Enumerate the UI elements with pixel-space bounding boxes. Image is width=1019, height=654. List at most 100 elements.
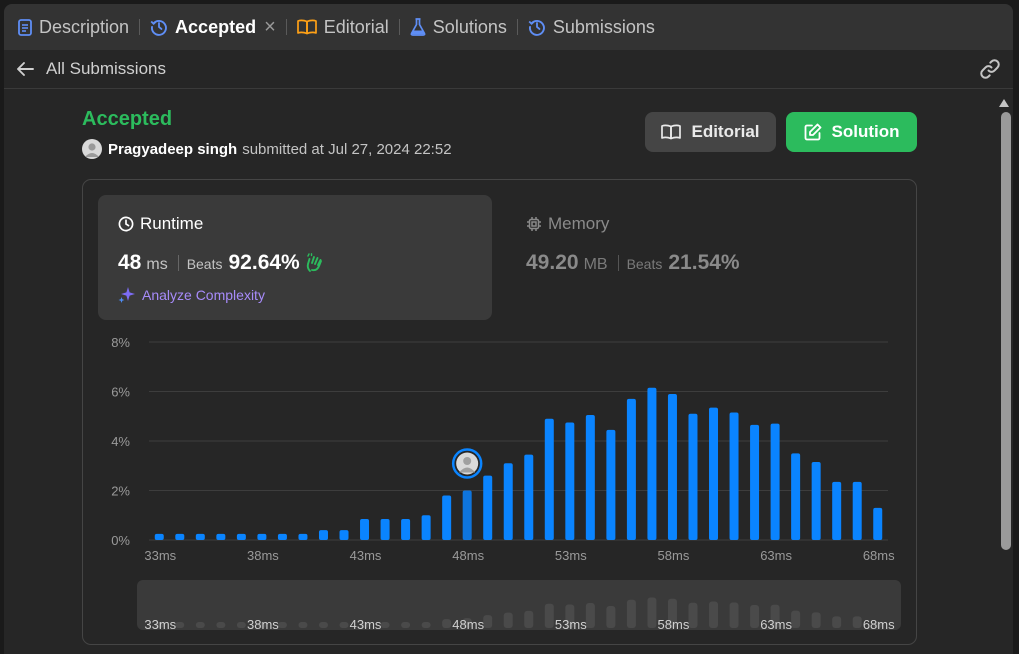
solution-button-label: Solution xyxy=(831,122,900,141)
overview-bar xyxy=(565,604,575,628)
bar xyxy=(811,462,821,540)
overview-bar xyxy=(873,621,883,628)
clap-icon xyxy=(305,253,325,273)
bar xyxy=(750,424,760,540)
scrollbar-thumb[interactable] xyxy=(1001,112,1011,550)
overview-bar xyxy=(750,604,760,628)
close-icon[interactable]: × xyxy=(264,15,276,38)
solution-button[interactable]: Solution xyxy=(786,112,917,152)
bar xyxy=(832,481,842,540)
overview-bar xyxy=(360,622,370,628)
sparkle-icon xyxy=(118,286,136,304)
runtime-title-label: Runtime xyxy=(140,214,204,233)
overview-tick-label: 58ms xyxy=(658,617,690,632)
overview-tick-label: 48ms xyxy=(452,617,484,632)
history-icon xyxy=(150,18,168,36)
bar xyxy=(873,507,883,540)
bar xyxy=(483,475,493,540)
bar xyxy=(626,398,636,540)
bar xyxy=(852,481,862,540)
bar xyxy=(277,533,287,540)
overview-tick-label: 68ms xyxy=(863,617,895,632)
x-tick-label: 63ms xyxy=(760,548,792,563)
x-tick-label: 53ms xyxy=(555,548,587,563)
editorial-button[interactable]: Editorial xyxy=(645,112,776,152)
bar xyxy=(380,518,390,540)
bar xyxy=(339,530,349,540)
x-tick-label: 68ms xyxy=(863,548,895,563)
runtime-beats-label: Beats xyxy=(186,256,223,272)
all-submissions-link[interactable]: All Submissions xyxy=(46,59,166,78)
bar xyxy=(667,393,677,540)
memory-title[interactable]: Memory xyxy=(526,214,609,234)
overview-bar xyxy=(195,622,205,628)
tab-label: Editorial xyxy=(323,16,389,37)
back-arrow-icon[interactable] xyxy=(16,61,34,77)
x-tick-label: 48ms xyxy=(452,548,484,563)
overview-bar xyxy=(216,622,226,628)
bar xyxy=(257,533,267,540)
overview-bar xyxy=(175,622,185,628)
overview-bar xyxy=(483,615,493,628)
avatar[interactable] xyxy=(82,139,102,159)
runtime-unit: ms xyxy=(146,256,168,273)
tab-label: Accepted xyxy=(175,16,257,37)
bar xyxy=(606,429,616,540)
overview-bar xyxy=(277,622,287,628)
overview-bar xyxy=(380,622,390,628)
bar xyxy=(709,407,719,540)
avatar-head xyxy=(463,457,472,465)
overview-bar xyxy=(421,622,431,628)
scroll-up-arrow-icon[interactable] xyxy=(998,95,1010,113)
link-icon[interactable] xyxy=(979,58,1001,85)
document-icon xyxy=(18,18,32,36)
bar xyxy=(195,533,205,540)
overview-bar xyxy=(852,616,862,628)
y-tick-label: 0% xyxy=(111,533,130,548)
runtime-value: 48 xyxy=(118,251,142,274)
overview-bar xyxy=(544,603,554,628)
runtime-distribution-chart[interactable]: 0% 2% 4% 6% 8% 33ms 38ms 43ms 48ms 53ms 58ms 63ms 68… xyxy=(4,50,1013,654)
overview-bar xyxy=(606,605,616,628)
history-icon xyxy=(528,18,546,36)
username[interactable]: Pragyadeep singh xyxy=(108,140,238,158)
bar xyxy=(565,422,575,540)
bar xyxy=(770,423,780,540)
tab-description[interactable]: Description xyxy=(18,4,129,50)
overview-tick-label: 33ms xyxy=(144,617,176,632)
overview-bar xyxy=(791,610,801,628)
analyze-complexity-label: Analyze Complexity xyxy=(142,287,265,303)
tab-divider xyxy=(516,19,518,35)
overview-bar xyxy=(585,603,595,628)
y-tick-label: 4% xyxy=(111,434,130,449)
overview-bar xyxy=(626,599,636,628)
tab-editorial[interactable]: Editorial xyxy=(296,4,389,50)
memory-value: 49.20 xyxy=(526,251,579,274)
submission-status: Accepted xyxy=(82,108,173,130)
tab-solutions[interactable]: Solutions xyxy=(410,4,507,50)
analyze-complexity-link[interactable]: Analyze Complexity xyxy=(118,286,265,304)
overview-bar xyxy=(811,612,821,628)
overview-bar xyxy=(401,622,411,628)
submitted-time: submitted at Jul 27, 2024 22:52 xyxy=(242,140,452,158)
tab-submissions[interactable]: Submissions xyxy=(528,4,655,50)
overview-bar xyxy=(257,622,267,628)
bar xyxy=(729,412,739,540)
bar xyxy=(175,533,185,540)
overview-tick-label: 43ms xyxy=(350,617,382,632)
book-icon xyxy=(296,19,317,35)
memory-beats-label: Beats xyxy=(626,256,663,272)
overview-bar xyxy=(729,602,739,628)
chip-icon xyxy=(526,216,542,232)
runtime-box[interactable] xyxy=(98,195,492,320)
editorial-button-label: Editorial xyxy=(691,122,760,141)
tab-accepted[interactable]: Accepted × xyxy=(150,4,276,50)
bar xyxy=(524,454,534,540)
overview-bar xyxy=(688,602,698,628)
stats-card xyxy=(82,179,917,645)
x-tick-label: 38ms xyxy=(247,548,279,563)
avatar-body xyxy=(459,467,476,473)
y-tick-label: 8% xyxy=(111,335,130,350)
runtime-values: 48 ms Beats 92.64% xyxy=(118,251,325,275)
bar xyxy=(688,413,698,540)
